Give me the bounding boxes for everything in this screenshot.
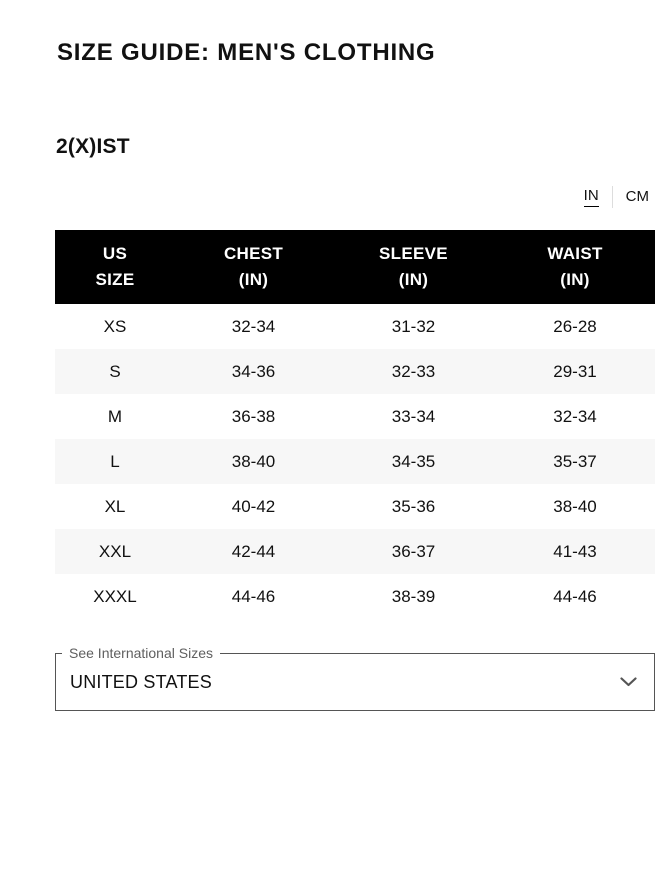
- measurement-cell: 42-44: [175, 529, 332, 574]
- size-cell: L: [55, 439, 175, 484]
- measurement-cell: 38-40: [553, 496, 597, 516]
- column-header-chest-in: CHEST (IN): [175, 230, 332, 304]
- measurement-cell: 32-34: [231, 316, 276, 336]
- measurement-cell: 40-42: [231, 496, 276, 516]
- size-cell: XXL: [55, 529, 175, 574]
- table-row: M 36-38 33-34 32-34: [55, 394, 655, 439]
- unit-toggle-divider: [611, 186, 613, 208]
- unit-toggle: IN CM: [0, 185, 669, 209]
- measurement-cell: 41-43: [495, 529, 655, 574]
- measurement-cell: 26-28: [553, 316, 597, 336]
- measurement-cell: 32-33: [332, 349, 495, 394]
- chevron-down-icon: [620, 677, 637, 687]
- measurement-cell: 33-34: [391, 406, 436, 426]
- measurement-cell: 36-38: [231, 406, 276, 426]
- size-cell: M: [107, 406, 123, 426]
- unit-toggle-cm[interactable]: CM: [625, 188, 649, 205]
- measurement-cell: 36-37: [332, 529, 495, 574]
- column-header-us-size: US SIZE: [55, 230, 175, 304]
- international-sizes-label: See International Sizes: [69, 645, 213, 661]
- table-row: XXL 42-44 36-37 41-43: [55, 529, 655, 574]
- measurement-cell: 31-32: [391, 316, 436, 336]
- unit-toggle-in[interactable]: IN: [583, 187, 599, 207]
- measurement-cell: 44-46: [231, 586, 276, 606]
- measurement-cell: 35-37: [495, 439, 655, 484]
- size-cell: S: [55, 349, 175, 394]
- measurement-cell: 32-34: [553, 406, 597, 426]
- country-dropdown-value: UNITED STATES: [70, 671, 212, 692]
- country-dropdown[interactable]: UNITED STATES: [56, 661, 654, 703]
- size-cell: XS: [103, 316, 127, 336]
- table-row: S 34-36 32-33 29-31: [55, 349, 655, 394]
- table-row: XXXL 44-46 38-39 44-46: [55, 574, 655, 619]
- table-row: L 38-40 34-35 35-37: [55, 439, 655, 484]
- measurement-cell: 44-46: [553, 586, 597, 606]
- table-row: XL 40-42 35-36 38-40: [55, 484, 655, 529]
- size-table-body: XS 32-34 31-32 26-28 S 34-36 32-33 29-31 M 36-38 3…: [55, 304, 655, 619]
- size-cell: XXXL: [93, 586, 137, 606]
- size-table: US SIZE CHEST (IN) SLEEVE (IN) WAIST (IN) XS 32-…: [55, 230, 655, 619]
- measurement-cell: 29-31: [495, 349, 655, 394]
- size-cell: XL: [104, 496, 126, 516]
- size-table-header: US SIZE CHEST (IN) SLEEVE (IN) WAIST (IN): [55, 230, 655, 304]
- measurement-cell: 34-36: [175, 349, 332, 394]
- column-header-waist-in: WAIST (IN): [495, 230, 655, 304]
- measurement-cell: 34-35: [332, 439, 495, 484]
- measurement-cell: 38-39: [391, 586, 436, 606]
- page-title: SIZE GUIDE: MEN'S CLOTHING: [57, 39, 436, 66]
- measurement-cell: 38-40: [175, 439, 332, 484]
- header-row: US SIZE CHEST (IN) SLEEVE (IN) WAIST (IN): [55, 230, 655, 304]
- table-row: XS 32-34 31-32 26-28: [55, 304, 655, 349]
- column-header-sleeve-in: SLEEVE (IN): [332, 230, 495, 304]
- brand-name: 2(X)IST: [56, 135, 130, 158]
- international-sizes-fieldset: See International Sizes UNITED STATES: [55, 645, 655, 711]
- measurement-cell: 35-36: [391, 496, 436, 516]
